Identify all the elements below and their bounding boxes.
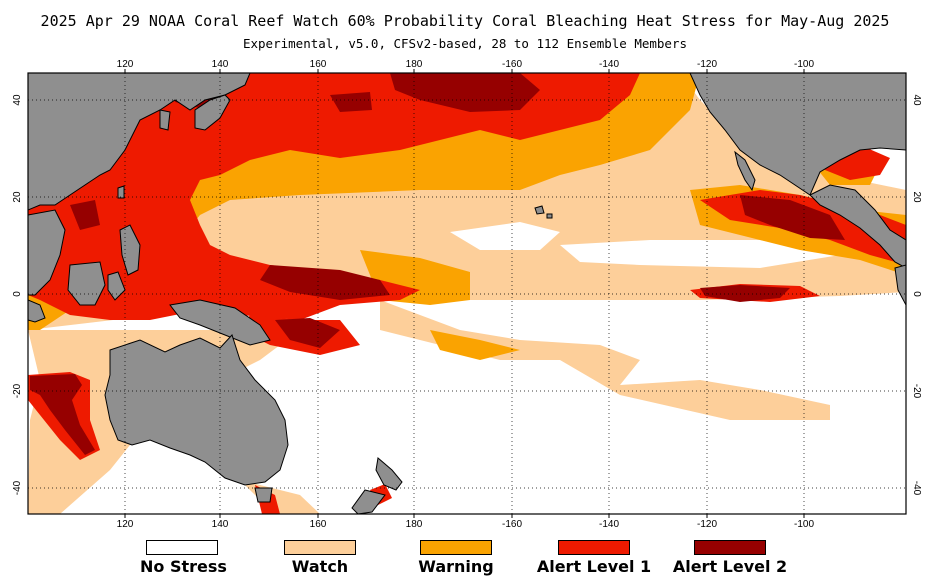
lat-label-left: 20 — [12, 191, 23, 203]
lon-label-bottom: -160 — [502, 519, 522, 530]
lon-label-top: -100 — [794, 59, 814, 70]
hawaii-islands — [534, 205, 553, 219]
map-title: 2025 Apr 29 NOAA Coral Reef Watch 60% Pr… — [40, 12, 890, 30]
lat-label-right: 40 — [911, 94, 922, 106]
legend-swatch-alert-1 — [558, 540, 630, 555]
lon-label-bottom: -100 — [794, 519, 814, 530]
lon-label-bottom: -120 — [697, 519, 717, 530]
legend-swatch-no-stress — [146, 540, 218, 555]
lat-label-right: -20 — [911, 384, 922, 399]
map-subtitle: Experimental, v5.0, CFSv2-based, 28 to 1… — [242, 36, 687, 51]
legend-item-no-stress: No Stress — [140, 540, 227, 576]
legend-swatch-watch — [284, 540, 356, 555]
lon-label-top: -140 — [599, 59, 619, 70]
graticule — [28, 73, 906, 514]
legend: No Stress Watch Warning Alert Level 1 Al… — [0, 540, 930, 580]
legend-label-watch: Watch — [291, 557, 349, 576]
lat-label-right: 20 — [911, 191, 922, 203]
lon-label-bottom: 180 — [406, 519, 423, 530]
lat-label-right: -40 — [911, 481, 922, 496]
legend-label-no-stress: No Stress — [140, 557, 227, 576]
lon-label-top: -160 — [502, 59, 522, 70]
alert-level-2-region — [30, 73, 845, 455]
lon-label-bottom: 120 — [117, 519, 134, 530]
lon-label-top: 160 — [310, 59, 327, 70]
legend-swatch-warning — [420, 540, 492, 555]
lat-label-left: -20 — [12, 383, 23, 398]
lon-label-top: 140 — [212, 59, 229, 70]
legend-label-alert-1: Alert Level 1 — [536, 557, 652, 576]
legend-item-alert-1: Alert Level 1 — [536, 540, 652, 576]
lat-label-left: 0 — [12, 291, 23, 297]
map-frame — [27, 72, 907, 515]
heat-stress-map: 120 140 160 180 -160 -140 -120 -100 120 … — [12, 59, 922, 530]
tick-marks — [124, 69, 805, 518]
legend-item-watch: Watch — [278, 540, 362, 576]
lat-label-left: -40 — [12, 480, 23, 495]
lon-label-top: 180 — [406, 59, 423, 70]
lon-label-bottom: 140 — [212, 519, 229, 530]
lon-label-bottom: 160 — [310, 519, 327, 530]
land-masses — [28, 73, 906, 514]
lat-label-left: 40 — [12, 94, 23, 106]
legend-swatch-alert-2 — [694, 540, 766, 555]
legend-item-alert-2: Alert Level 2 — [672, 540, 788, 576]
lon-label-top: 120 — [117, 59, 134, 70]
legend-label-warning: Warning — [418, 557, 494, 576]
lon-label-top: -120 — [697, 59, 717, 70]
lat-label-right: 0 — [911, 291, 922, 297]
no-stress-patches — [450, 222, 906, 362]
legend-label-alert-2: Alert Level 2 — [672, 557, 788, 576]
lon-label-bottom: -140 — [599, 519, 619, 530]
legend-item-warning: Warning — [414, 540, 498, 576]
